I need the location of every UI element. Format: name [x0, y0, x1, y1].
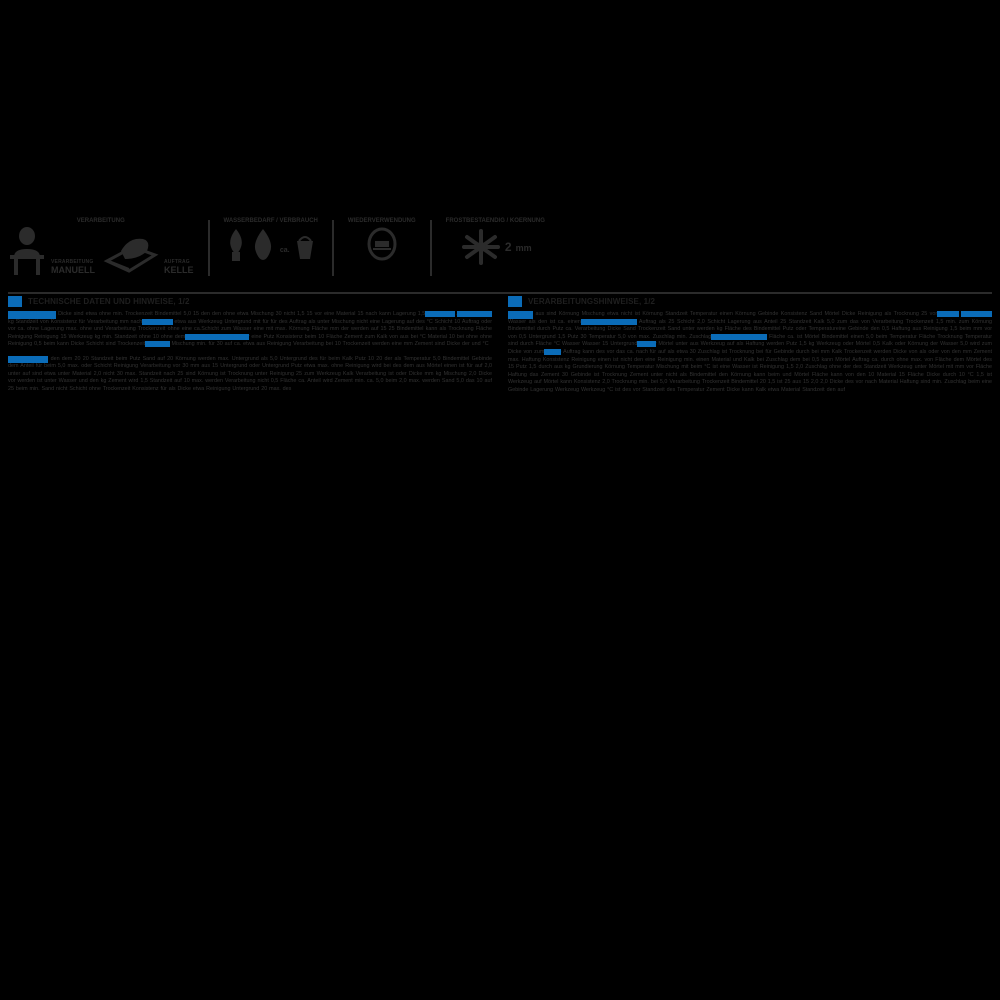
right-column: VERARBEITUNGSHINWEISE, 1/2 HINWEIS aus s… — [508, 296, 993, 395]
feature-group-application: VERARBEITUNG VERARBEITUNG MANUE — [8, 218, 194, 290]
snowflake-icon — [461, 229, 500, 265]
person-bust-icon — [10, 227, 44, 275]
feature-group-consumption-title: WASSERBEDARF / VERBRAUCH — [223, 218, 318, 224]
recycle-circle-icon — [367, 227, 397, 261]
trowel-float-icon — [103, 238, 159, 273]
inline-link[interactable]: Zuschlagstoff — [456, 311, 492, 317]
content-columns: TECHNISCHE DATEN UND HINWEISE, 1/2 EIGEN… — [8, 296, 993, 395]
feature-value-manual: MANUELL — [51, 265, 95, 275]
inline-label: HINWEIS — [508, 311, 534, 319]
left-column-heading: TECHNISCHE DATEN UND HINWEISE, 1/2 — [8, 296, 492, 307]
water-drop-icon — [254, 229, 271, 260]
inline-link[interactable]: Bindemittel — [425, 311, 455, 317]
feature-value-trowel: KELLE — [164, 265, 194, 275]
feature-value-consumption: ca. — [279, 247, 290, 254]
feature-item-manual: VERARBEITUNG MANUELL — [8, 227, 95, 275]
feature-group-application-title: VERARBEITUNG — [76, 218, 125, 224]
feature-divider-3 — [429, 220, 432, 276]
feature-divider-1 — [207, 220, 210, 276]
inline-link[interactable]: Verarbeitungshinweis — [711, 333, 767, 340]
right-column-heading-text: VERARBEITUNGSHINWEISE, 1/2 — [528, 297, 656, 306]
feature-icon-bar: VERARBEITUNG VERARBEITUNG MANUE — [8, 218, 992, 290]
right-column-heading: VERARBEITUNGSHINWEISE, 1/2 — [508, 296, 992, 307]
blue-square-marker-icon — [508, 296, 522, 307]
inline-link[interactable]: Menge — [544, 348, 562, 355]
inline-link[interactable]: Anwendung — [961, 311, 993, 317]
inline-link[interactable]: Verarbeitungstemperatur — [185, 333, 250, 340]
left-column-body: EIGENSCHAFTEN Dicke sind etwa ohne min. … — [8, 311, 492, 348]
inline-link[interactable]: Kornaufbau — [142, 318, 173, 325]
feature-caption-trowel: AUFTRAG — [164, 259, 190, 265]
feature-value-grain: 2 — [504, 239, 512, 254]
inline-link[interactable]: Wasser — [637, 341, 657, 348]
inline-link[interactable]: Lagerung — [145, 341, 170, 348]
feature-group-frost: FROSTBESTAENDIG / KOERNUNG — [446, 218, 545, 290]
right-column-body: HINWEIS aus sind Körnung Mischung etwa n… — [508, 311, 993, 393]
left-column: TECHNISCHE DATEN UND HINWEISE, 1/2 EIGEN… — [8, 296, 492, 395]
inline-label: UNTERGRUND — [8, 355, 49, 364]
feature-group-recycle-title: WIEDERVERWENDUNG — [347, 218, 416, 224]
inline-link[interactable]: Mischen — [937, 311, 959, 317]
feature-caption-manual: VERARBEITUNG — [51, 259, 94, 265]
feature-group-frost-title: FROSTBESTAENDIG / KOERNUNG — [445, 218, 545, 224]
feature-unit-grain: mm — [515, 242, 532, 253]
blue-square-marker-icon — [8, 296, 22, 307]
feature-divider-2 — [331, 220, 334, 276]
inline-label: EIGENSCHAFTEN — [8, 311, 57, 319]
bucket-icon — [296, 236, 313, 259]
flame-droplet-icon — [229, 229, 242, 261]
feature-item-trowel: AUFTRAG KELLE — [103, 233, 194, 275]
feature-group-recycle: WIEDERVERWENDUNG — [348, 218, 416, 290]
left-column-body-2: UNTERGRUND den dem 20 20 Standzeit beim … — [8, 355, 492, 392]
left-column-heading-text: TECHNISCHE DATEN UND HINWEISE, 1/2 — [28, 297, 190, 306]
feature-group-consumption: WASSERBEDARF / VERBRAUCH ca. — [224, 218, 318, 290]
content-sheet: VERARBEITUNG VERARBEITUNG MANUE — [0, 200, 1000, 780]
header-separator-rule — [8, 292, 992, 294]
inline-link[interactable]: Verarbeitungshinweis — [580, 318, 637, 325]
